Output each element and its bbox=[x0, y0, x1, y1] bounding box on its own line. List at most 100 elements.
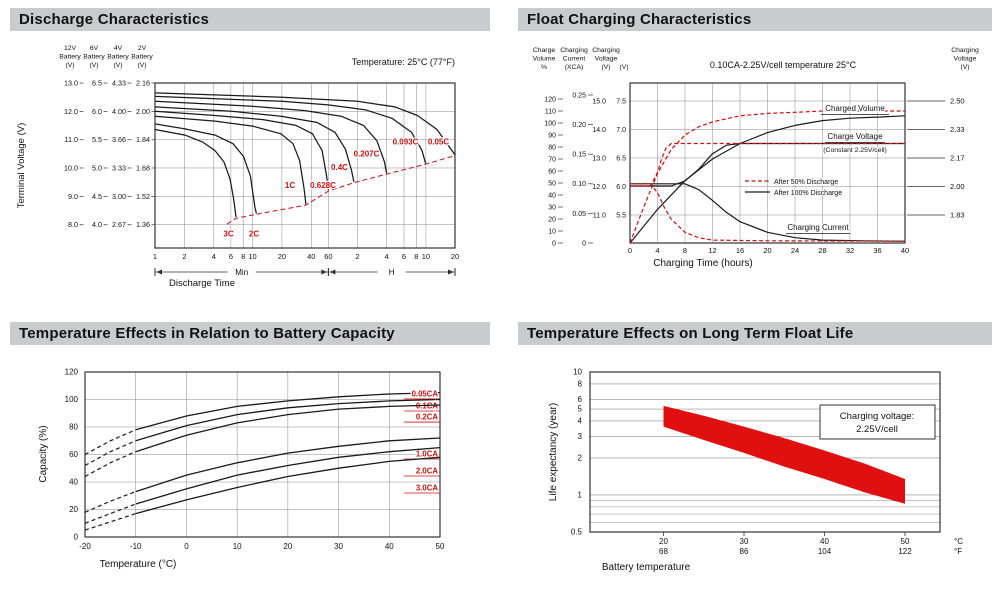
annotation-line2: 2.25V/cell bbox=[856, 424, 898, 435]
y-tick-label: 1.36 bbox=[136, 220, 150, 229]
curve-0.05c bbox=[154, 92, 456, 156]
y-axis-title: Life expectancy (year) bbox=[548, 403, 559, 501]
curve-dashed-3.0ca bbox=[84, 513, 136, 531]
y-tick-label: 60 bbox=[69, 450, 78, 459]
y-tick-label: 8.0 bbox=[68, 220, 78, 229]
y-tick-label: 120 bbox=[544, 96, 556, 103]
curve-label: 3C bbox=[223, 229, 233, 238]
y-tick-label: 2.67 bbox=[112, 220, 126, 229]
ruler-arrow-right bbox=[321, 269, 327, 275]
y-tick-label: 1.84 bbox=[136, 135, 150, 144]
x-tick-label: 36 bbox=[873, 246, 881, 255]
y-tick-label: 2.16 bbox=[136, 78, 150, 87]
curve-1.0ca bbox=[135, 437, 441, 493]
y-tick-label: 13.0 bbox=[592, 155, 606, 162]
temperature-note: Temperature: 25°C (77°F) bbox=[352, 57, 455, 67]
x-tick-label: -20 bbox=[79, 542, 91, 551]
y-tick-label: 30 bbox=[548, 204, 556, 211]
y-tick-label: 10.0 bbox=[64, 163, 78, 172]
axis-header: Voltage bbox=[954, 56, 977, 63]
x-tick-label: 28 bbox=[818, 246, 826, 255]
y-tick-label: 10 bbox=[548, 228, 556, 235]
x-tick-label-celsius: 30 bbox=[740, 537, 749, 546]
curve-3.0ca bbox=[135, 456, 441, 515]
y-tick-label: 1.52 bbox=[136, 192, 150, 201]
y-tick-label: 4 bbox=[578, 416, 583, 425]
x-tick-label: 4 bbox=[655, 246, 659, 255]
y-axis-header: 6V bbox=[90, 45, 99, 52]
annotation-box bbox=[819, 404, 936, 440]
x-tick-label: 1 bbox=[153, 252, 157, 261]
y-axis-header: Battery bbox=[83, 54, 105, 61]
ruler-arrow-left bbox=[156, 269, 162, 275]
x-tick-label: 20 bbox=[763, 246, 771, 255]
y-tick-label: 11.0 bbox=[65, 135, 78, 144]
x-axis-title: Discharge Time bbox=[169, 278, 235, 289]
y-tick-label: 0 bbox=[74, 533, 79, 542]
y-tick-label: 5.0 bbox=[92, 163, 102, 172]
curve-0.4c bbox=[154, 106, 355, 182]
curve-charge-voltage-50 bbox=[630, 142, 905, 187]
x-tick-label: 10 bbox=[233, 542, 242, 551]
curve-0.628c bbox=[154, 110, 330, 191]
curve-2.0ca bbox=[135, 446, 441, 505]
x-tick-label-celsius: 50 bbox=[901, 537, 910, 546]
section-header-float-charging: Float Charging Characteristics bbox=[518, 8, 992, 31]
curve-dashed-0.2ca bbox=[84, 451, 136, 478]
y-tick-label: 2.33 bbox=[950, 125, 965, 134]
y-tick-label: 12.0 bbox=[64, 107, 78, 116]
curve-label: 3.0CA bbox=[416, 483, 438, 492]
y-tick-label: 0.20 bbox=[572, 122, 586, 129]
y-tick-label: 2.50 bbox=[950, 96, 965, 105]
x-tick-label: 16 bbox=[736, 246, 744, 255]
x-tick-label: -10 bbox=[130, 542, 142, 551]
y-axis-header: (V) bbox=[65, 62, 74, 69]
x-tick-label-celsius: 40 bbox=[820, 537, 829, 546]
y-tick-label: 1.68 bbox=[136, 163, 150, 172]
y-tick-label: 20 bbox=[548, 216, 556, 223]
y-axis-header: 4V bbox=[114, 45, 123, 52]
section-title-float-charging: Float Charging Characteristics bbox=[527, 11, 752, 28]
axis-header: (XCA) bbox=[565, 64, 584, 71]
y-tick-label: 0.15 bbox=[572, 152, 586, 159]
axis-header: Current bbox=[563, 56, 586, 63]
cutoff-curve bbox=[226, 155, 456, 225]
y-tick-label: 0 bbox=[582, 240, 586, 247]
x-tick-label: 40 bbox=[307, 252, 315, 261]
y-tick-label: 8 bbox=[578, 379, 583, 388]
y-tick-label: 0.05 bbox=[572, 211, 586, 218]
axis-header: Volume bbox=[533, 56, 556, 63]
plot-border bbox=[154, 82, 456, 249]
y-tick-label: 3.33 bbox=[112, 163, 126, 172]
float-charging-chart: 0 4 8 12 16 20 24 28 32 36 40 Charge Volume% 120 110 10… bbox=[533, 47, 979, 269]
section-title-temp-capacity: Temperature Effects in Relation to Batte… bbox=[19, 325, 395, 342]
curve-charge-voltage-100 bbox=[630, 142, 905, 187]
x-tick-label: 8 bbox=[241, 252, 245, 261]
x-tick-label: 4 bbox=[212, 252, 216, 261]
x-tick-label-fahrenheit: 86 bbox=[740, 547, 749, 556]
plot-border bbox=[589, 371, 941, 533]
life-expectancy-band bbox=[663, 405, 905, 504]
y-tick-label: 4.00 bbox=[112, 107, 126, 116]
curve-label: 2.0CA bbox=[416, 467, 438, 476]
x-tick-label: 30 bbox=[334, 542, 343, 551]
x-axis-title: Battery temperature bbox=[602, 562, 691, 573]
y-axis-header: (V) bbox=[137, 62, 146, 69]
curve-label: 0.05CA bbox=[412, 389, 439, 398]
axis-header: Charge bbox=[533, 47, 556, 54]
y-tick-label: 6 bbox=[578, 395, 583, 404]
y-tick-label: 5.5 bbox=[616, 212, 626, 219]
y-axis-header: (V) bbox=[113, 62, 122, 69]
y-axis-title: Terminal Voltage (V) bbox=[16, 123, 27, 209]
ruler-arrow-right bbox=[448, 269, 454, 275]
y-tick-label: 100 bbox=[544, 120, 556, 127]
x-tick-label: 40 bbox=[385, 542, 394, 551]
curve-label: 0.05C bbox=[428, 138, 450, 147]
x-tick-label: 60 bbox=[324, 252, 332, 261]
axis-header: (V) bbox=[619, 64, 628, 71]
curve-label: 0.093C bbox=[393, 138, 419, 147]
curve-0.207c bbox=[154, 100, 388, 174]
x-tick-label: 20 bbox=[278, 252, 286, 261]
y-tick-label: 100 bbox=[65, 395, 79, 404]
